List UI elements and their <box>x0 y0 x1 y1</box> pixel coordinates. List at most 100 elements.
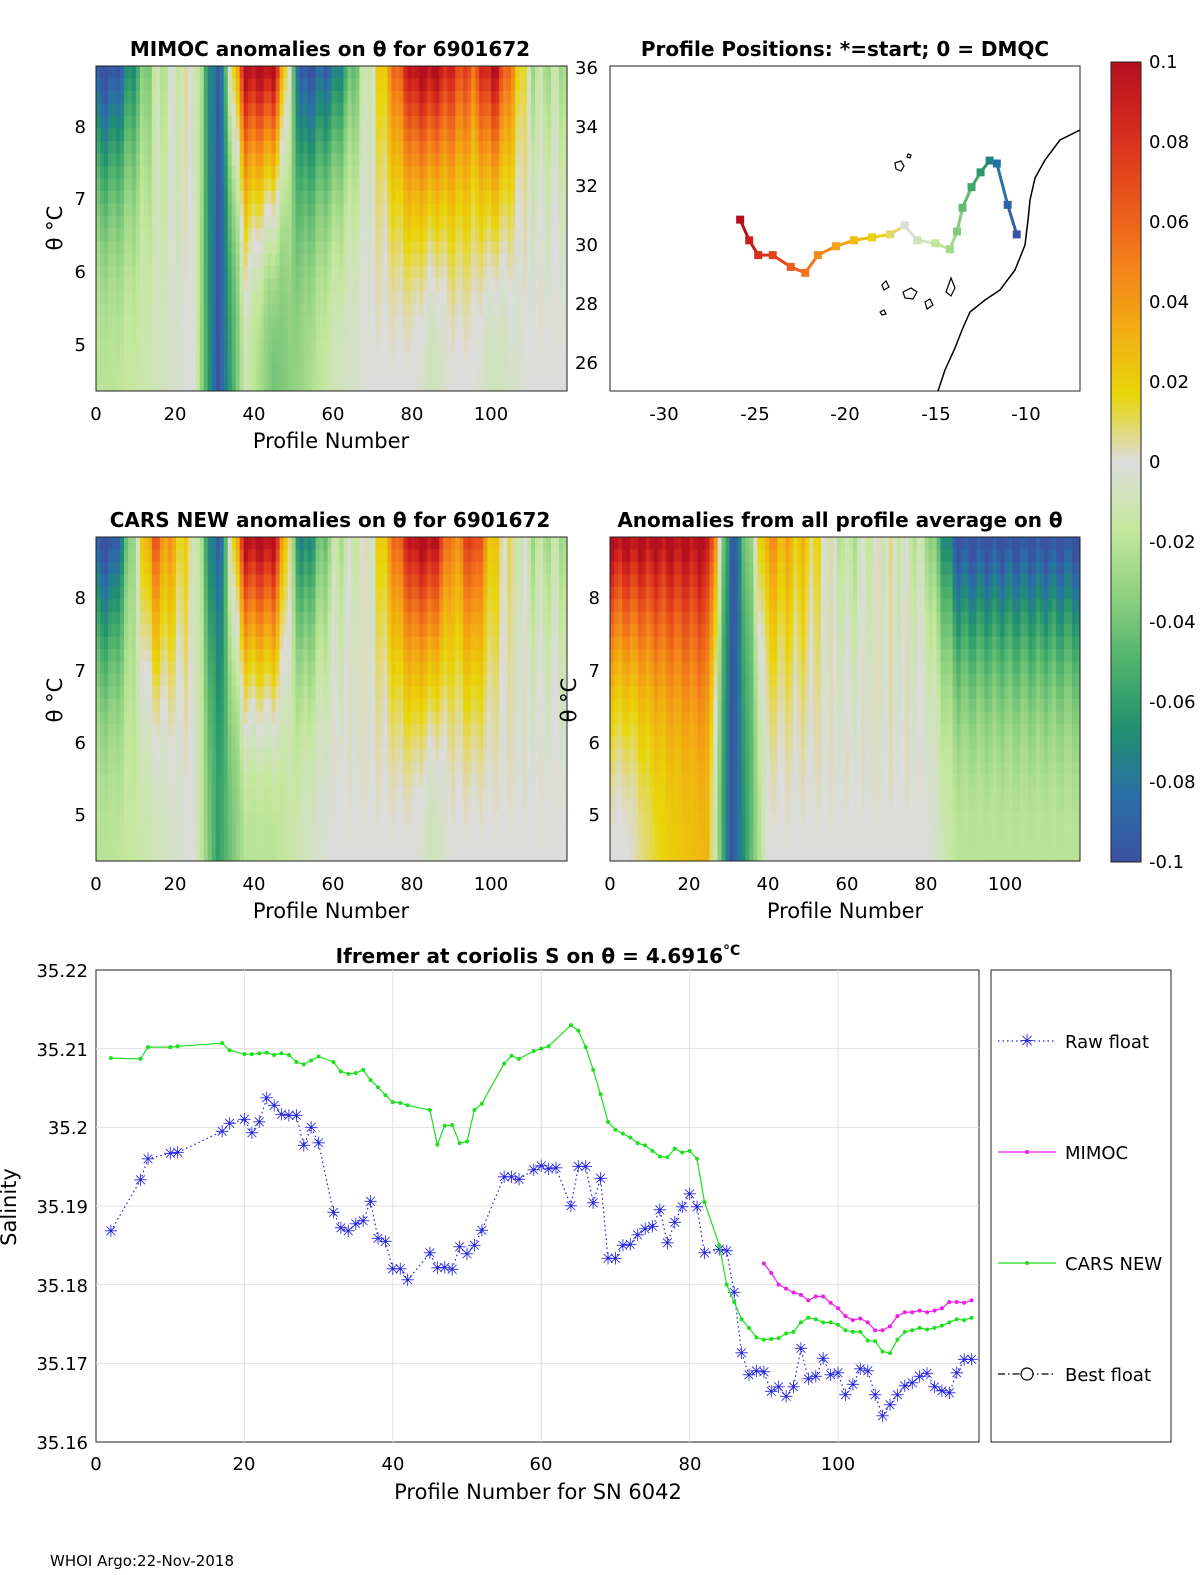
heatmap-cell <box>131 786 137 800</box>
heatmap-cell <box>559 103 564 117</box>
heatmap-cell <box>291 341 297 355</box>
heatmap-cell <box>367 166 373 180</box>
heatmap-cell <box>159 674 165 688</box>
heatmap-cell <box>279 128 285 142</box>
heatmap-cell <box>167 649 173 663</box>
heatmap-cell <box>363 773 369 787</box>
heatmap-cell <box>315 674 321 688</box>
heatmap-cell <box>515 116 520 130</box>
heatmap-cell <box>219 303 225 317</box>
heatmap-cell <box>419 366 424 380</box>
heatmap-cell <box>159 761 165 775</box>
heatmap-cell <box>359 141 365 155</box>
heatmap-cell <box>343 203 349 217</box>
heatmap-cell <box>135 216 141 230</box>
heatmap-cell <box>187 91 193 105</box>
heatmap-cell <box>287 811 293 825</box>
heatmap-cell <box>171 661 177 675</box>
colorbar-tick: -0.06 <box>1149 692 1196 713</box>
heatmap-cell <box>443 153 448 167</box>
heatmap-cell <box>219 328 225 342</box>
heatmap-cell <box>243 624 249 638</box>
heatmap-cell <box>475 228 480 242</box>
heatmap-cell <box>403 253 408 267</box>
heatmap-cell <box>159 574 165 588</box>
heatmap-cell <box>379 78 384 92</box>
heatmap-cell <box>355 798 361 812</box>
heatmap-cell <box>375 216 380 230</box>
heatmap-cell <box>379 378 384 391</box>
heatmap-cell <box>403 228 408 242</box>
heatmap-cell <box>319 773 325 787</box>
heatmap-cell <box>203 748 209 762</box>
heatmap-cell <box>287 537 293 551</box>
heatmap-cell <box>187 674 193 688</box>
heatmap-cell <box>355 624 361 638</box>
heatmap-cell <box>287 191 293 205</box>
heatmap-cell <box>263 278 269 292</box>
heatmap-cell <box>179 699 185 713</box>
heatmap-cell <box>323 103 329 117</box>
heatmap-cell <box>355 636 361 650</box>
heatmap-cell <box>207 316 213 330</box>
heatmap-cell <box>527 366 532 380</box>
heatmap-cell <box>431 341 436 355</box>
heatmap-cell <box>511 103 516 117</box>
heatmap-cell <box>303 341 309 355</box>
heatmap-cell <box>127 574 133 588</box>
heatmap-cell <box>111 636 117 650</box>
heatmap-cell <box>131 66 137 80</box>
heatmap-cell <box>259 624 265 638</box>
heatmap-cell <box>191 661 197 675</box>
heatmap-cell <box>239 191 245 205</box>
heatmap-cell <box>383 166 388 180</box>
heatmap-cell <box>159 66 165 80</box>
heatmap-cell <box>271 786 277 800</box>
heatmap-cell <box>307 78 313 92</box>
heatmap-cell <box>451 266 456 280</box>
heatmap-cell <box>147 624 153 638</box>
heatmap-cell <box>463 303 468 317</box>
heatmap-cell <box>111 586 117 600</box>
heatmap-cell <box>171 291 177 305</box>
heatmap-cell <box>111 736 117 750</box>
heatmap-cell <box>191 353 197 367</box>
heatmap-cell <box>243 736 249 750</box>
heatmap-cell <box>131 78 137 92</box>
heatmap-cell <box>147 661 153 675</box>
heatmap-cell <box>371 798 377 812</box>
heatmap-cell <box>227 624 233 638</box>
heatmap-cell <box>287 823 293 837</box>
heatmap-cell <box>491 116 496 130</box>
heatmap-cell <box>127 178 133 192</box>
heatmap-cell <box>499 328 504 342</box>
madeira-island <box>894 153 912 172</box>
heatmap-cell <box>127 748 133 762</box>
heatmap-cell <box>295 191 301 205</box>
heatmap-cell <box>311 649 317 663</box>
heatmap-cell <box>479 366 484 380</box>
heatmap-cell <box>231 191 237 205</box>
heatmap-cell <box>199 773 205 787</box>
heatmap-cell <box>327 574 333 588</box>
heatmap-cell <box>243 674 249 688</box>
heatmap-cell <box>323 661 329 675</box>
heatmap-cell <box>259 798 265 812</box>
heatmap-cell <box>179 178 185 192</box>
heatmap-cell <box>303 736 309 750</box>
heatmap-cell <box>231 773 237 787</box>
heatmap-cell <box>563 141 567 155</box>
heatmap-cell <box>219 836 225 850</box>
heatmap-cell <box>311 366 317 380</box>
heatmap-cell <box>219 611 225 625</box>
heatmap-cell <box>395 353 400 367</box>
heatmap-cell <box>171 674 177 688</box>
heatmap-cell <box>343 699 349 713</box>
heatmap-cell <box>111 303 117 317</box>
heatmap-cell <box>503 66 508 80</box>
heatmap-cell <box>307 674 313 688</box>
heatmap-cell <box>263 798 269 812</box>
heatmap-cell <box>207 823 213 837</box>
heatmap-cell <box>291 723 297 737</box>
heatmap-cell <box>431 228 436 242</box>
